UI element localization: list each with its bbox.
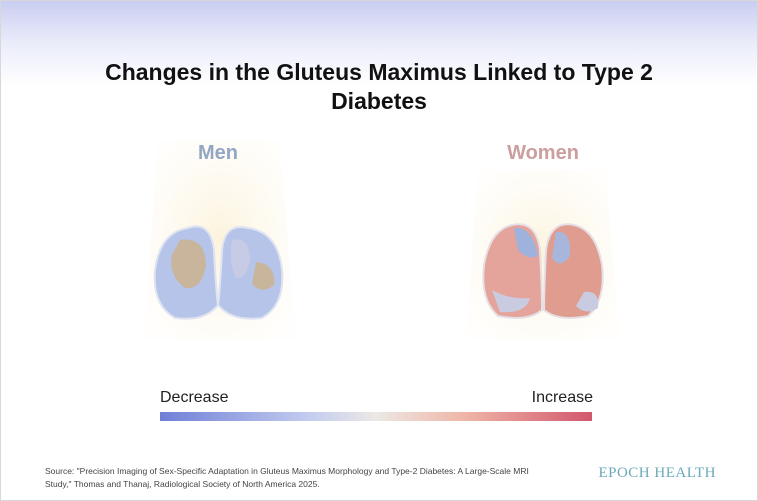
brand: EPOCH HEALTH bbox=[598, 465, 716, 481]
panel-label: Men bbox=[198, 142, 238, 164]
panel-label: Women bbox=[507, 142, 579, 164]
women-figure bbox=[466, 170, 620, 340]
title: Changes in the Gluteus Maximus Linked to… bbox=[105, 59, 653, 114]
color-scale bbox=[160, 412, 592, 421]
scale-high-label: Increase bbox=[531, 389, 593, 406]
men-figure bbox=[145, 140, 295, 340]
source: Source: "Precision Imaging of Sex-Specif… bbox=[45, 466, 529, 489]
scale-low-label: Decrease bbox=[160, 389, 229, 406]
